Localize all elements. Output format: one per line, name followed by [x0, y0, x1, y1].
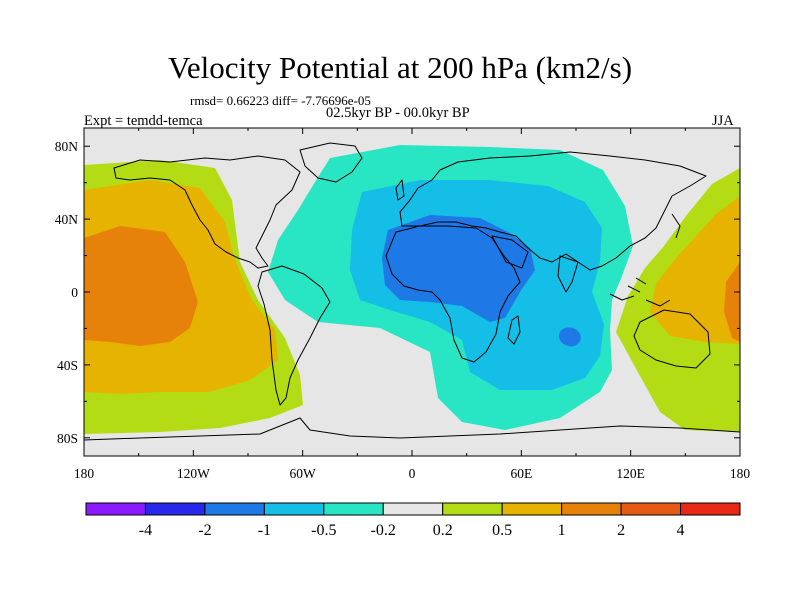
coastlines	[84, 142, 740, 441]
lat-tick-label: 40N	[55, 212, 79, 227]
lon-tick-label: 60W	[290, 466, 317, 481]
velocity-potential-field	[84, 145, 740, 434]
colorbar-swatch	[620, 502, 682, 516]
period-label: 02.5kyr BP - 00.0kyr BP	[326, 105, 470, 121]
colorbar: -4 -2 -1 -0.5 -0.2 0.2 0.5 1 2 4	[85, 502, 741, 539]
lon-tick-label: 120E	[616, 466, 645, 481]
latitude-ticks: 80N 40N 0 40S 80S	[55, 139, 740, 446]
coastline-arabia	[491, 235, 529, 269]
coastline-british-isles	[395, 179, 405, 201]
contour-fill-minus-1-small	[558, 327, 581, 347]
colorbar-swatch	[561, 502, 622, 516]
coastline-maritime-continent	[609, 277, 671, 307]
colorbar-label: -0.5	[311, 522, 336, 539]
experiment-label: Expt = temdd-temca	[84, 113, 203, 129]
colorbar-swatch	[442, 502, 503, 516]
colorbar-swatch	[382, 502, 444, 516]
colorbar-swatch	[323, 502, 384, 516]
lon-tick-label: 60E	[510, 466, 532, 481]
colorbar-label: 1	[558, 522, 566, 539]
contour-fill-1	[724, 262, 740, 342]
contour-fill-1	[84, 226, 198, 346]
coastline-india	[557, 255, 579, 293]
colorbar-label: -0.2	[371, 522, 396, 539]
colorbar-label: -2	[198, 522, 211, 539]
lon-tick-label: 180	[74, 466, 95, 481]
coastline-greenland	[299, 142, 363, 183]
coastline-north-america	[113, 155, 301, 269]
lon-tick-label: 120W	[177, 466, 210, 481]
season-label: JJA	[712, 113, 734, 129]
coastline-south-america	[257, 265, 331, 406]
coastline-antarctica	[84, 417, 740, 441]
colorbar-label: -1	[258, 522, 271, 539]
coastline-eurasia	[399, 151, 707, 271]
lon-tick-label: 0	[409, 466, 416, 481]
colorbar-swatch	[85, 502, 146, 516]
chart-title: Velocity Potential at 200 hPa (km2/s)	[167, 50, 633, 85]
colorbar-swatch	[680, 502, 741, 516]
colorbar-label: 0.2	[433, 522, 453, 539]
map-area	[84, 128, 740, 456]
colorbar-label: 0.5	[492, 522, 512, 539]
coastline-madagascar	[507, 315, 521, 345]
contour-fill-0.5	[650, 196, 740, 344]
colorbar-swatch	[263, 502, 325, 516]
lon-tick-label: 180	[730, 466, 751, 481]
longitude-ticks: 180 120W 60W 0 60E 120E 180	[74, 128, 751, 481]
coastline-africa	[385, 225, 521, 363]
lat-tick-label: 0	[71, 285, 78, 300]
coastline-japan	[671, 213, 681, 239]
colorbar-swatch	[144, 502, 206, 516]
coastline-australia	[633, 309, 711, 369]
colorbar-label: 2	[617, 522, 625, 539]
stats-line: rmsd= 0.66223 diff= -7.76696e-05	[190, 93, 371, 108]
lat-tick-label: 80N	[55, 139, 79, 154]
colorbar-label: -4	[139, 522, 152, 539]
colorbar-label: 4	[677, 522, 685, 539]
colorbar-swatch	[501, 502, 563, 516]
contour-fill-minus-1	[382, 215, 535, 322]
lat-tick-label: 80S	[57, 431, 78, 446]
colorbar-swatch	[204, 502, 265, 516]
lat-tick-label: 40S	[57, 358, 78, 373]
